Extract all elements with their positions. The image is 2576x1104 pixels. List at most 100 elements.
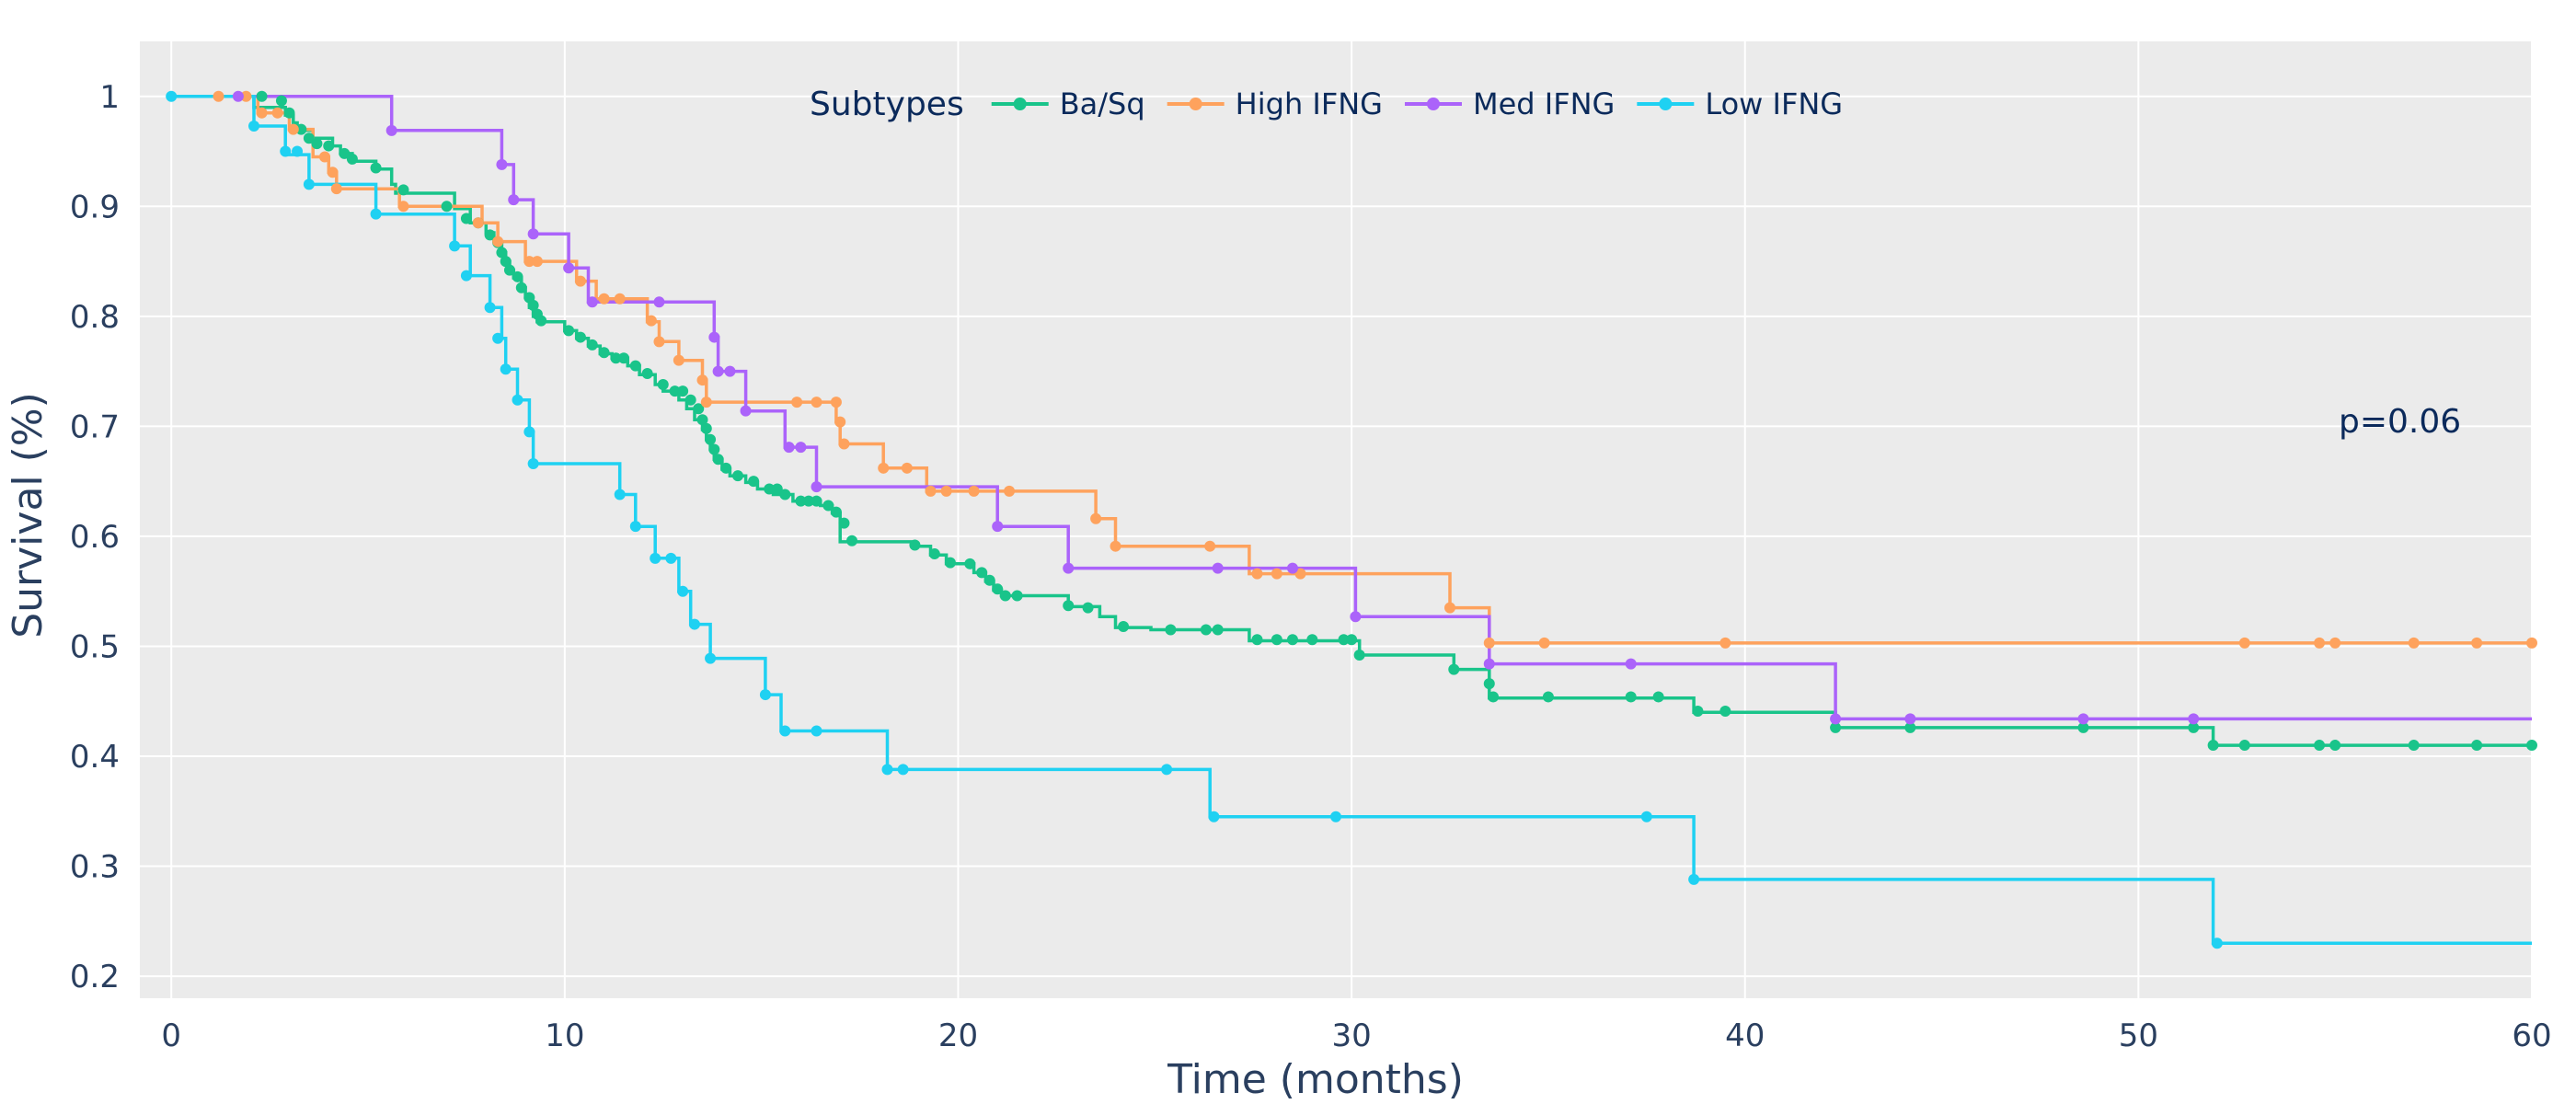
censor-marker-ba-sq	[2188, 721, 2200, 733]
censor-marker-low-ifng	[523, 426, 535, 438]
censor-marker-med-ifng	[653, 296, 665, 308]
censor-marker-ba-sq	[323, 140, 335, 152]
censor-marker-low-ifng	[677, 585, 689, 597]
censor-marker-low-ifng	[492, 332, 504, 344]
y-tick-label: 0.8	[70, 299, 120, 336]
censor-marker-ba-sq	[779, 489, 791, 500]
censor-marker-high-ifng	[645, 315, 657, 327]
censor-marker-high-ifng	[1004, 485, 1016, 497]
censor-marker-high-ifng	[213, 90, 224, 102]
censor-marker-ba-sq	[1353, 650, 1365, 661]
censor-marker-ba-sq	[515, 282, 527, 293]
y-axis-title: Survival (%)	[5, 392, 52, 638]
censor-marker-ba-sq	[764, 483, 776, 495]
censor-marker-high-ifng	[1719, 637, 1731, 649]
censor-marker-high-ifng	[2238, 637, 2250, 649]
censor-marker-ba-sq	[684, 394, 696, 406]
censor-marker-high-ifng	[1538, 637, 1550, 649]
censor-marker-ba-sq	[484, 229, 496, 241]
censor-marker-ba-sq	[1542, 691, 1554, 703]
censor-marker-med-ifng	[783, 442, 795, 454]
censor-marker-med-ifng	[740, 405, 752, 417]
censor-marker-ba-sq	[1488, 691, 1500, 703]
censor-marker-ba-sq	[641, 368, 653, 380]
censor-marker-ba-sq	[669, 385, 681, 397]
censor-marker-ba-sq	[708, 443, 720, 455]
censor-marker-high-ifng	[327, 167, 339, 178]
censor-marker-ba-sq	[976, 567, 988, 579]
censor-marker-high-ifng	[256, 107, 268, 119]
censor-marker-ba-sq	[2207, 740, 2219, 752]
censor-marker-low-ifng	[1208, 811, 1220, 822]
censor-marker-ba-sq	[617, 352, 629, 364]
x-tick-label: 20	[938, 1018, 978, 1054]
censor-marker-high-ifng	[2314, 637, 2326, 649]
legend-marker-med-ifng	[1426, 98, 1440, 110]
censor-marker-ba-sq	[1118, 620, 1130, 632]
x-tick-label: 0	[161, 1018, 181, 1054]
censor-marker-low-ifng	[303, 178, 315, 190]
censor-marker-high-ifng	[240, 90, 252, 102]
censor-marker-ba-sq	[822, 500, 834, 512]
censor-marker-low-ifng	[1688, 873, 1700, 885]
censor-marker-ba-sq	[846, 535, 858, 546]
y-tick-label: 0.3	[70, 849, 120, 886]
censor-marker-ba-sq	[1306, 634, 1318, 646]
censor-marker-high-ifng	[1090, 512, 1102, 524]
censor-marker-ba-sq	[964, 558, 976, 569]
x-tick-label: 60	[2512, 1018, 2551, 1054]
censor-marker-low-ifng	[1161, 764, 1173, 776]
censor-marker-med-ifng	[385, 124, 397, 136]
censor-marker-ba-sq	[346, 153, 358, 165]
censor-marker-low-ifng	[166, 90, 178, 102]
x-tick-label: 10	[545, 1018, 584, 1054]
legend-label-ba-sq: Ba/Sq	[1060, 86, 1145, 121]
censor-marker-high-ifng	[901, 462, 913, 474]
censor-marker-med-ifng	[712, 365, 724, 377]
censor-marker-high-ifng	[673, 354, 684, 366]
censor-marker-ba-sq	[397, 184, 409, 196]
censor-marker-low-ifng	[527, 458, 539, 470]
censor-marker-high-ifng	[492, 236, 504, 247]
censor-marker-ba-sq	[696, 414, 708, 426]
censor-marker-med-ifng	[1063, 562, 1075, 574]
censor-marker-ba-sq	[748, 476, 760, 488]
censor-marker-high-ifng	[1294, 568, 1306, 580]
censor-marker-med-ifng	[508, 194, 520, 206]
censor-marker-med-ifng	[1625, 658, 1637, 670]
censor-marker-med-ifng	[586, 296, 598, 308]
censor-marker-high-ifng	[653, 336, 665, 348]
censor-marker-med-ifng	[811, 481, 822, 493]
censor-marker-high-ifng	[397, 201, 409, 213]
censor-marker-ba-sq	[700, 422, 712, 434]
censor-marker-med-ifng	[1830, 713, 1842, 725]
censor-marker-ba-sq	[339, 147, 351, 159]
legend: Subtypes Ba/Sq High IFNG Med IFNG Low IFNG	[810, 86, 1843, 123]
censor-marker-ba-sq	[2077, 721, 2089, 733]
censor-marker-ba-sq	[909, 539, 921, 551]
censor-marker-ba-sq	[535, 315, 547, 327]
censor-marker-high-ifng	[2471, 637, 2483, 649]
censor-marker-ba-sq	[705, 433, 717, 445]
censor-marker-ba-sq	[275, 95, 287, 107]
censor-marker-low-ifng	[449, 240, 461, 252]
censor-marker-ba-sq	[2238, 740, 2250, 752]
censor-marker-med-ifng	[2188, 713, 2200, 725]
censor-marker-ba-sq	[460, 213, 472, 224]
censor-marker-ba-sq	[441, 201, 453, 213]
censor-marker-ba-sq	[1286, 634, 1298, 646]
censor-marker-low-ifng	[629, 521, 641, 533]
censor-marker-high-ifng	[696, 374, 708, 386]
censor-marker-ba-sq	[295, 123, 307, 135]
censor-marker-ba-sq	[795, 495, 807, 507]
censor-marker-high-ifng	[2329, 637, 2341, 649]
censor-marker-ba-sq	[999, 590, 1011, 602]
censor-marker-ba-sq	[657, 378, 669, 390]
censor-marker-ba-sq	[838, 517, 850, 529]
censor-marker-med-ifng	[1483, 658, 1495, 670]
censor-marker-high-ifng	[2526, 637, 2537, 649]
censor-marker-high-ifng	[811, 397, 822, 408]
censor-marker-ba-sq	[2408, 740, 2420, 752]
censor-marker-ba-sq	[677, 385, 689, 397]
censor-marker-ba-sq	[1448, 663, 1460, 675]
